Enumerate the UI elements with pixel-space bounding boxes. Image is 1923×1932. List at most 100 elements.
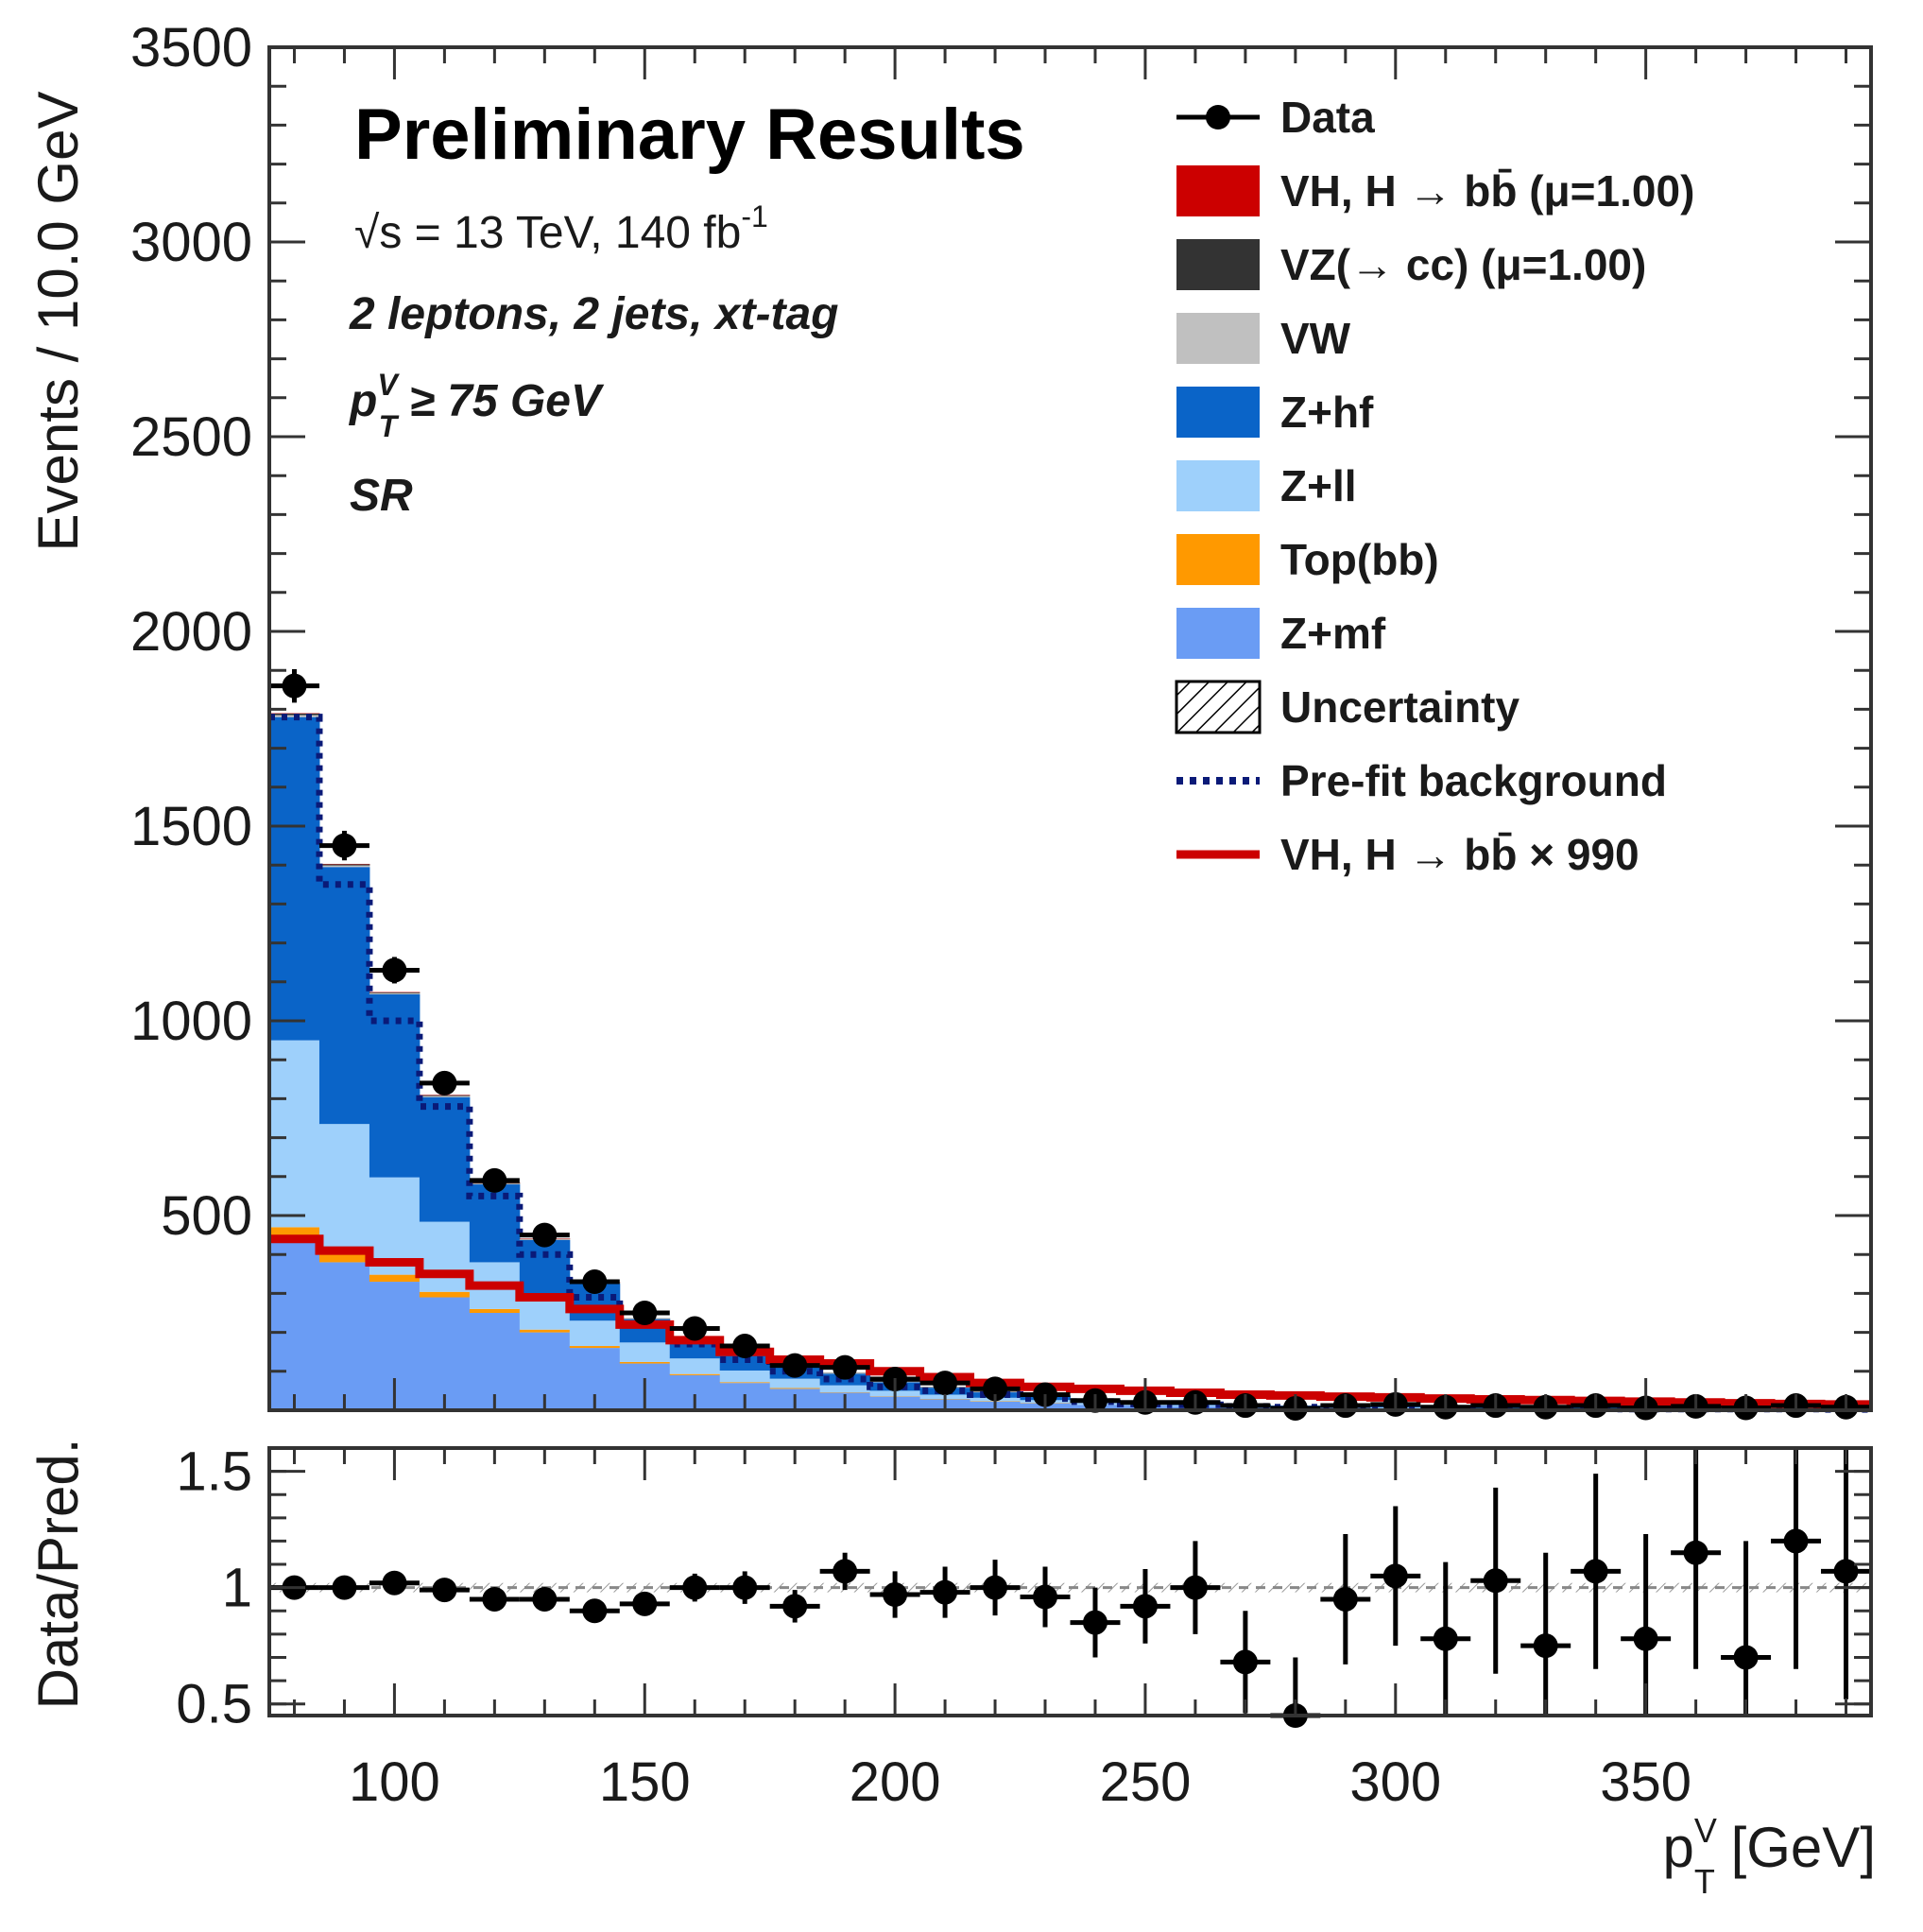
legend-label: Z+hf [1280, 388, 1374, 437]
legend-entry: Z+mf [1176, 608, 1386, 659]
y-axis-title: Events / 10.0 GeV [26, 92, 90, 552]
series-3 [269, 716, 1872, 1409]
ratio-point [819, 1552, 870, 1591]
bar-2-10 [769, 1378, 821, 1389]
ratio-y-axis-title: Data/Pred. [26, 1439, 90, 1710]
bar-1-6 [569, 1346, 621, 1349]
legend-label: Pre-fit background [1280, 756, 1667, 805]
bar-1-9 [719, 1382, 771, 1384]
bar-5-1 [318, 864, 370, 866]
ratio-point [1370, 1506, 1421, 1647]
y-tick-label: 3000 [130, 212, 252, 273]
main-axes: 500 1000 1500 2000 2500 3000 3500 [130, 17, 1873, 1412]
y-tick-label: 2000 [130, 601, 252, 663]
x-tick-label: 300 [1349, 1751, 1441, 1813]
ratio-point [769, 1590, 820, 1623]
legend-swatch [1176, 313, 1260, 364]
bar-2-11 [819, 1385, 871, 1393]
bar-1-3 [419, 1291, 471, 1298]
stacked-histogram [269, 713, 1872, 1410]
bar-1-5 [519, 1329, 571, 1333]
ptv-cut-label: pV T ≥ 75 GeV [348, 368, 605, 443]
y-tick-label: 1 [222, 1558, 252, 1619]
data-point [469, 1167, 520, 1193]
y-tick-label: 500 [161, 1185, 252, 1247]
ratio-uncertainty-band [269, 1582, 1871, 1593]
ratio-point [1571, 1474, 1622, 1669]
ratio-point [1120, 1568, 1171, 1644]
ratio-point [1671, 1448, 1722, 1669]
bar-5-3 [419, 1095, 471, 1096]
x-tick-label: 200 [850, 1751, 941, 1813]
data-point [769, 1353, 820, 1378]
ratio-point [1470, 1487, 1521, 1674]
legend-label: Data [1280, 93, 1375, 142]
bar-3-3 [419, 1096, 471, 1222]
bar-0-4 [469, 1313, 521, 1410]
bar-0-3 [419, 1297, 471, 1410]
bar-2-7 [619, 1342, 671, 1362]
legend-swatch [1176, 460, 1260, 511]
data-point [819, 1354, 870, 1380]
bar-0-0 [269, 1238, 320, 1410]
data-point [569, 1269, 620, 1295]
ratio-point [1170, 1541, 1221, 1634]
ratio-point [369, 1570, 420, 1596]
bar-4-2 [369, 992, 421, 994]
legend-swatch [1176, 239, 1260, 290]
y-tick-label: 3500 [130, 17, 252, 78]
legend-label: Z+ll [1280, 461, 1357, 510]
ratio-point [318, 1575, 369, 1600]
ratio-point [619, 1591, 670, 1616]
series-2 [269, 1040, 1872, 1410]
legend-label: Uncertainty [1280, 682, 1520, 732]
legend-entry: Z+ll [1176, 460, 1357, 511]
bar-1-8 [669, 1373, 721, 1375]
ratio-points [269, 1448, 1871, 1728]
x-tick-label: 350 [1600, 1751, 1691, 1813]
legend-entry: Top(bb) [1176, 534, 1439, 585]
y-tick-label: 2500 [130, 406, 252, 468]
y-tick-label: 1.5 [176, 1441, 252, 1503]
ratio-point [519, 1586, 570, 1612]
energy-lumi-label: √s = 13 TeV, 140 fb-1 [354, 199, 768, 258]
data-point [369, 957, 420, 984]
legend-entry: VH, H → bb̄ × 990 [1176, 830, 1640, 879]
bar-1-4 [469, 1308, 521, 1313]
data-point [919, 1371, 970, 1396]
x-axis-title: pV T [GeV] [1663, 1811, 1876, 1901]
ratio-point [1320, 1534, 1371, 1665]
bar-1-2 [369, 1274, 421, 1283]
plot-frame [267, 45, 1873, 1412]
legend-entry: Data [1176, 93, 1375, 142]
ratio-point [970, 1560, 1021, 1616]
bar-3-5 [519, 1239, 571, 1295]
bar-1-1 [318, 1252, 370, 1263]
data-point [619, 1301, 670, 1325]
data-point [269, 668, 319, 703]
bar-2-1 [318, 1124, 370, 1253]
legend-label: VZ(→ cc) (μ=1.00) [1280, 240, 1646, 289]
x-tick-label: 150 [599, 1751, 691, 1813]
region-label: SR [350, 471, 413, 521]
bar-3-2 [369, 993, 421, 1178]
bar-2-6 [569, 1320, 621, 1347]
ratio-point [1220, 1611, 1271, 1714]
ratio-point [869, 1571, 920, 1618]
bar-1-7 [619, 1361, 671, 1364]
data-point [970, 1376, 1021, 1402]
ratio-point [1721, 1541, 1772, 1716]
legend-entry: Uncertainty [1175, 680, 1520, 734]
ratio-point [419, 1578, 470, 1603]
ratio-point [1070, 1587, 1121, 1658]
bar-0-1 [318, 1262, 370, 1410]
bar-2-3 [419, 1221, 471, 1292]
legend-swatch [1176, 165, 1260, 216]
legend-label: VH, H → bb̄ (μ=1.00) [1280, 166, 1694, 216]
bar-3-8 [669, 1340, 721, 1359]
ratio-point [1420, 1561, 1471, 1716]
ratio-point [1771, 1448, 1822, 1669]
bar-4-1 [318, 865, 370, 868]
data-point [318, 830, 369, 861]
bar-2-0 [269, 1040, 320, 1228]
